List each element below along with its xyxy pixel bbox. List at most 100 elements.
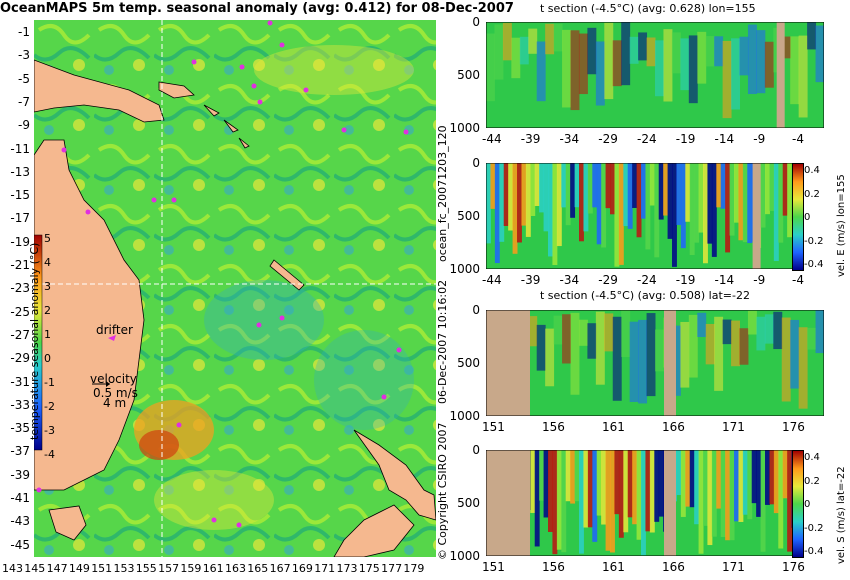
section-title: t section (-4.5°C) (avg: 0.508) lat=-22 <box>540 289 750 302</box>
lat-tick: -19 <box>10 234 30 249</box>
section-x-tick: 176 <box>782 420 805 434</box>
lat-tick: -31 <box>10 374 30 389</box>
lon-tick: 179 <box>403 562 425 575</box>
lat-tick: -21 <box>10 258 30 272</box>
depth-tick: 1000 <box>449 409 480 423</box>
section-x-tick: -24 <box>637 273 657 287</box>
lat-tick: -5 <box>18 71 30 86</box>
map-colorbar-ticks: 5 4 3 2 1 0 -1 -2 -3 -4 <box>44 233 55 461</box>
velocity-colorbar-tick: 0.2 <box>804 475 820 487</box>
section-x-tick: 166 <box>662 560 685 574</box>
section-x-tick: -29 <box>598 132 618 146</box>
lat-tick: -35 <box>10 421 30 436</box>
depth-tick: 0 <box>472 15 480 29</box>
lat-tick: -23 <box>10 281 30 296</box>
section-title: t section (-4.5°C) (avg: 0.628) lon=155 <box>540 2 756 15</box>
velocity-label: velocity <box>90 372 137 386</box>
velocity-colorbar <box>792 450 804 558</box>
velocity-colorbar-tick: 0 <box>804 212 811 223</box>
lon-tick: 157 <box>158 562 180 575</box>
lon-tick: 165 <box>247 562 269 575</box>
cbar-tick: 5 <box>44 232 51 245</box>
section-plot[interactable] <box>486 450 796 556</box>
depth-tick: 1000 <box>449 121 480 135</box>
lat-tick: -9 <box>18 118 30 133</box>
velocity-colorbar-tick: -0.4 <box>804 259 824 270</box>
anomaly-map[interactable] <box>34 20 436 557</box>
new-guinea-land <box>34 59 165 123</box>
depth-tick: 0 <box>472 303 480 317</box>
lon-tick: 171 <box>314 562 336 575</box>
depth-tick: 1000 <box>449 262 480 276</box>
lat-tick: -13 <box>10 164 30 179</box>
lat-tick: -33 <box>10 397 30 412</box>
depth-tick: 500 <box>457 209 480 223</box>
lat-tick: -3 <box>18 48 30 63</box>
longitude-ticks: 143 145 147 149 151 153 155 157 159 161 163 165 167 1… <box>0 562 440 578</box>
section-x-tick: 171 <box>722 420 745 434</box>
section-x-tick: -9 <box>753 273 766 287</box>
cbar-tick: -1 <box>44 376 55 389</box>
section-x-tick: 161 <box>602 560 625 574</box>
section-x-tick: 176 <box>782 560 805 574</box>
velocity-value: 0.5 m/s <box>93 386 138 400</box>
cbar-tick: -2 <box>44 400 55 413</box>
velocity-colorbar <box>792 163 804 271</box>
lon-tick: 167 <box>269 562 291 575</box>
lon-tick: 155 <box>135 562 157 575</box>
cbar-tick: -3 <box>44 424 55 437</box>
drifter-label: drifter <box>96 323 133 337</box>
new-caledonia-land <box>269 259 305 291</box>
section-x-tick: -34 <box>559 132 580 146</box>
section-x-tick: 156 <box>542 420 565 434</box>
section-x-tick: -39 <box>520 132 541 146</box>
section-x-tick: -4 <box>792 132 804 146</box>
lat-tick: -25 <box>10 304 30 319</box>
tasmania-land <box>48 505 87 541</box>
depth-tick: 500 <box>457 356 480 370</box>
cbar-tick: 4 <box>44 256 51 269</box>
lon-tick: 145 <box>24 562 46 575</box>
timestamp-label: 06-Dec-2007 10:16:02 <box>436 279 449 404</box>
section-x-tick: -34 <box>559 273 580 287</box>
section-x-tick: 161 <box>602 420 625 434</box>
section-x-tick: -19 <box>675 132 696 146</box>
australia-land <box>34 139 145 491</box>
lon-tick: 149 <box>68 562 90 575</box>
lon-tick: 143 <box>2 562 23 575</box>
section-x-tick: 171 <box>722 560 745 574</box>
velocity-colorbar-tick: -0.4 <box>804 546 824 557</box>
new-zealand-north-land <box>353 429 436 521</box>
velocity-colorbar-label: vel. E (m/s) lon=155 <box>836 174 847 277</box>
drifter-legend-marker <box>108 335 116 341</box>
section-x-tick: -29 <box>598 273 618 287</box>
cbar-tick: -4 <box>44 448 55 461</box>
section-x-tick: -44 <box>482 273 502 287</box>
cbar-tick: 3 <box>44 280 51 293</box>
section-plot[interactable] <box>486 163 796 269</box>
section-x-tick: 151 <box>482 420 505 434</box>
section-x-tick: -4 <box>792 273 804 287</box>
lon-tick: 175 <box>358 562 380 575</box>
lon-tick: 147 <box>46 562 68 575</box>
lon-tick: 159 <box>180 562 202 575</box>
velocity-value-2: 4 m <box>103 396 127 410</box>
velocity-colorbar-tick: 0.4 <box>804 452 820 463</box>
velocity-colorbar-tick: 0.2 <box>804 188 820 200</box>
model-run-label: ocean_fc_20071203_120 <box>436 125 449 262</box>
new-zealand-south-land <box>333 504 415 557</box>
section-plot[interactable] <box>486 310 824 416</box>
lat-tick: -7 <box>18 94 30 109</box>
lat-tick: -15 <box>10 188 30 203</box>
velocity-colorbar-tick: -0.2 <box>804 235 824 247</box>
lat-tick: -1 <box>18 25 30 39</box>
lon-tick: 153 <box>113 562 135 575</box>
velocity-colorbar-label: vel. S (m/s) lat=-22 <box>836 466 847 564</box>
section-x-tick: 156 <box>542 560 565 574</box>
section-x-tick: -19 <box>675 273 696 287</box>
lat-tick: -29 <box>10 351 30 366</box>
depth-tick: 0 <box>472 156 480 170</box>
section-plot[interactable] <box>486 22 824 128</box>
section-x-tick: -44 <box>482 132 502 146</box>
lon-tick: 161 <box>202 562 224 575</box>
